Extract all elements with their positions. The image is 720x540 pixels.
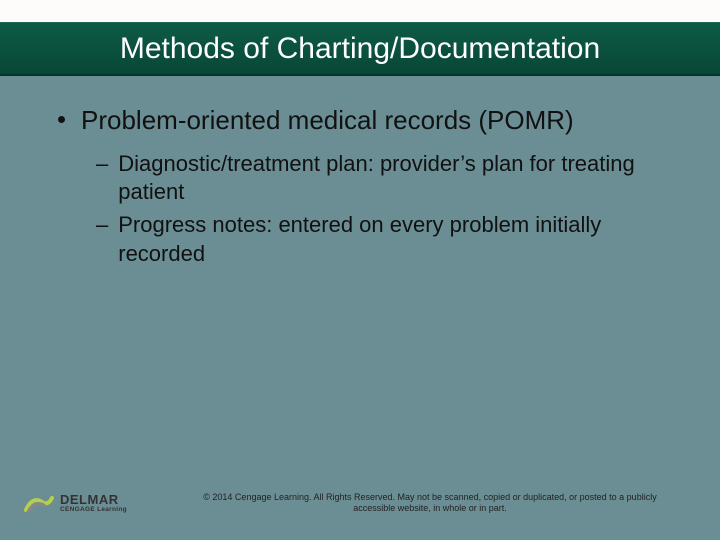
bullet-level1: Problem-oriented medical records (POMR) xyxy=(58,104,680,138)
slide: Methods of Charting/Documentation Proble… xyxy=(0,0,720,540)
title-bar: Methods of Charting/Documentation xyxy=(0,22,720,76)
slide-body: Problem-oriented medical records (POMR) … xyxy=(58,104,680,272)
bullet-dash-icon: – xyxy=(96,211,108,240)
logo-mark-icon xyxy=(24,490,54,516)
bullet-dash-icon: – xyxy=(96,150,108,179)
footer: DELMAR CENGAGE Learning © 2014 Cengage L… xyxy=(0,486,720,526)
bullet-l1-text: Problem-oriented medical records (POMR) xyxy=(81,104,574,138)
bullet-level2: – Progress notes: entered on every probl… xyxy=(96,211,680,268)
slide-title: Methods of Charting/Documentation xyxy=(120,32,600,66)
copyright-text: © 2014 Cengage Learning. All Rights Rese… xyxy=(200,492,660,515)
logo-text: DELMAR CENGAGE Learning xyxy=(60,493,127,514)
top-strip xyxy=(0,0,720,22)
bullet-dot-icon xyxy=(58,116,65,123)
publisher-logo: DELMAR CENGAGE Learning xyxy=(24,490,127,516)
logo-sub: CENGAGE Learning xyxy=(60,507,127,514)
bullet-level2: – Diagnostic/treatment plan: provider’s … xyxy=(96,150,680,207)
bullet-l2-text: Progress notes: entered on every problem… xyxy=(118,211,680,268)
bullet-l2-text: Diagnostic/treatment plan: provider’s pl… xyxy=(118,150,680,207)
logo-brand: DELMAR xyxy=(60,493,127,506)
